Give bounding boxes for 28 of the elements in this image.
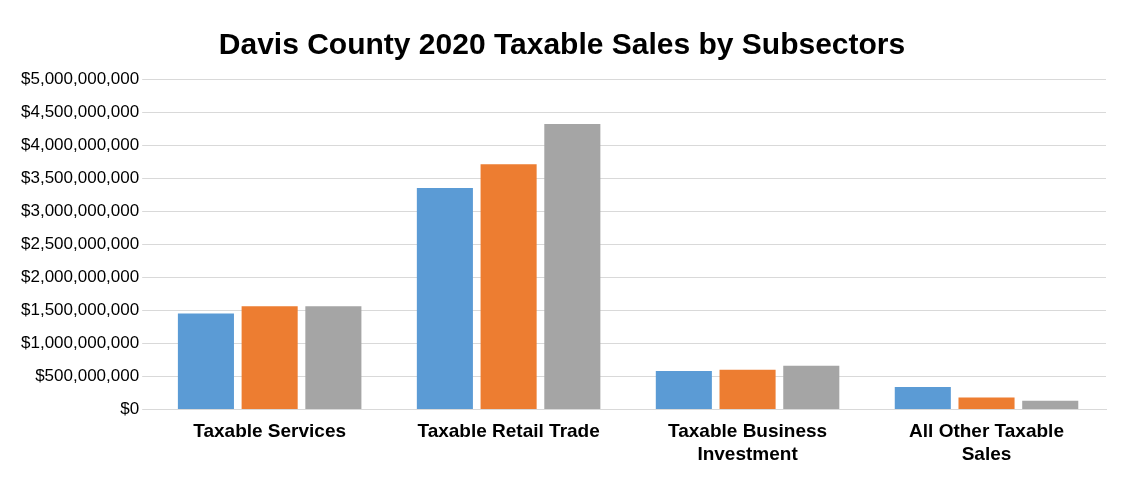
bar bbox=[241, 306, 298, 409]
y-tick-label: $3,500,000,000 bbox=[21, 167, 140, 187]
bar bbox=[1022, 400, 1079, 409]
y-tick-label: $3,000,000,000 bbox=[21, 200, 140, 220]
bar bbox=[655, 371, 712, 409]
bar bbox=[894, 386, 951, 409]
bar bbox=[416, 188, 473, 409]
y-tick-label: $0 bbox=[120, 399, 140, 419]
y-tick-label: $2,000,000,000 bbox=[21, 266, 140, 286]
chart-title: Davis County 2020 Taxable Sales by Subsectors bbox=[218, 27, 906, 61]
x-tick-label: Taxable Business Investment bbox=[668, 420, 828, 464]
y-tick-label: $500,000,000 bbox=[35, 366, 140, 386]
bar bbox=[305, 306, 362, 409]
y-tick-label: $1,000,000,000 bbox=[21, 333, 140, 353]
y-tick-label: $5,000,000,000 bbox=[21, 68, 140, 88]
y-tick-label: $1,500,000,000 bbox=[21, 299, 140, 319]
bar bbox=[958, 397, 1015, 409]
bar bbox=[719, 369, 776, 409]
x-tick-label: Taxable Retail Trade bbox=[417, 420, 600, 442]
x-tick-label: Taxable Services bbox=[193, 420, 347, 442]
y-tick-label: $4,000,000,000 bbox=[21, 134, 140, 154]
x-tick-label: All Other Taxable Sales bbox=[909, 420, 1064, 464]
y-tick-label: $4,500,000,000 bbox=[21, 101, 140, 121]
bar bbox=[480, 164, 537, 409]
bar bbox=[177, 313, 234, 409]
y-tick-label: $2,500,000,000 bbox=[21, 233, 140, 253]
bar bbox=[783, 365, 840, 409]
bar bbox=[544, 123, 601, 409]
